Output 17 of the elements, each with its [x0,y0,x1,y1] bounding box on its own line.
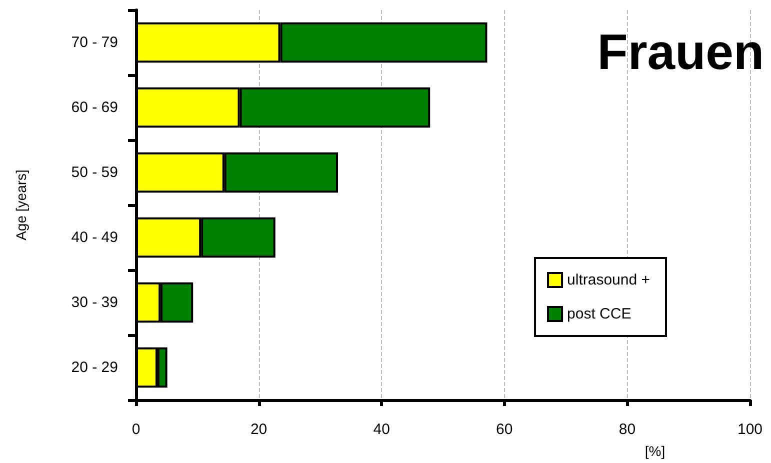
x-tick-label: 40 [373,421,390,438]
legend-label: post CCE [567,306,632,322]
legend-label: ultrasound + [567,272,650,288]
chart-title: Frauen [597,24,764,80]
x-axis-title: [%] [644,443,666,459]
y-tick-label: 70 - 79 [71,34,118,51]
x-tick-label: 80 [618,421,636,438]
x-tick-label: 0 [132,421,140,438]
y-tick-label: 20 - 29 [71,359,118,376]
x-tick-label: 20 [250,421,268,438]
x-tick-label: 60 [496,421,513,438]
x-tick-label: 100 [737,421,763,438]
y-tick-label: 60 - 69 [71,99,118,116]
y-tick-label: 50 - 59 [71,164,118,181]
y-tick-label: 40 - 49 [71,229,118,246]
y-tick-label: 30 - 39 [71,294,118,311]
y-axis-title: Age [years] [13,170,29,240]
